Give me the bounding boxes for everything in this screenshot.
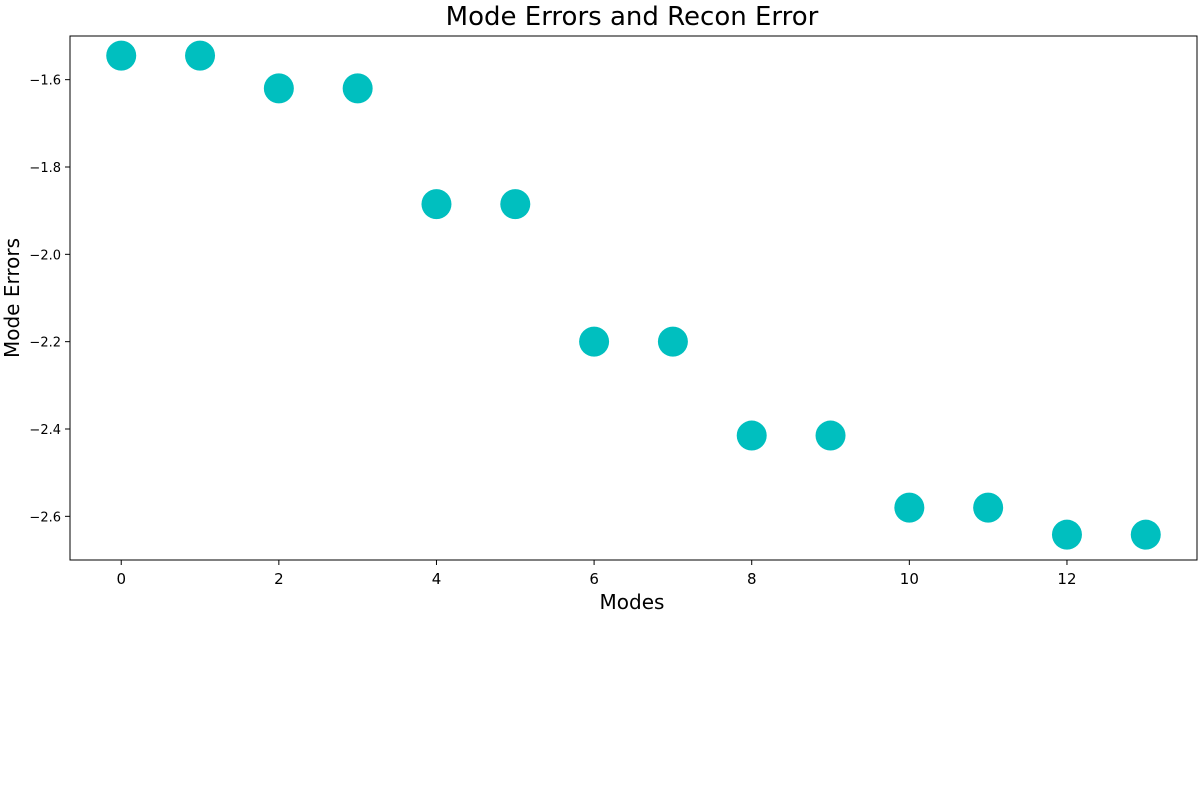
data-point: [185, 40, 216, 71]
data-point: [736, 420, 767, 451]
data-point: [894, 492, 925, 523]
y-axis: −1.6 −1.8 −2.0 −2.2 −2.4 −2.6: [29, 74, 70, 525]
y-axis-label: Mode Errors: [0, 238, 24, 358]
data-point: [263, 73, 294, 104]
y-tick-label: −2.2: [29, 336, 61, 351]
x-axis: 0 2 4 6 8 10 12: [116, 560, 1077, 588]
y-tick-label: −2.4: [29, 423, 61, 438]
x-tick-label: 8: [747, 570, 757, 588]
data-series: [106, 40, 1161, 550]
plot-area: [69, 35, 1198, 561]
data-point: [500, 189, 531, 220]
data-point: [973, 492, 1004, 523]
data-point: [579, 326, 610, 357]
chart-title: Mode Errors and Recon Error: [446, 2, 819, 32]
data-point: [815, 420, 846, 451]
y-tick-label: −1.8: [29, 161, 61, 176]
y-tick-label: −1.6: [29, 74, 61, 89]
x-tick-label: 4: [432, 570, 442, 588]
y-tick-label: −2.6: [29, 510, 61, 525]
y-tick-label: −2.0: [29, 248, 61, 263]
data-point: [421, 189, 452, 220]
data-point: [1051, 519, 1082, 550]
x-tick-label: 6: [589, 570, 599, 588]
data-point: [1130, 519, 1161, 550]
x-tick-label: 12: [1057, 570, 1076, 588]
data-point: [342, 73, 373, 104]
data-point: [106, 40, 137, 71]
data-point: [657, 326, 688, 357]
x-tick-label: 0: [116, 570, 126, 588]
x-axis-label: Modes: [600, 590, 665, 614]
x-tick-label: 10: [900, 570, 919, 588]
plot-frame: [69, 35, 1198, 561]
x-tick-label: 2: [274, 570, 284, 588]
